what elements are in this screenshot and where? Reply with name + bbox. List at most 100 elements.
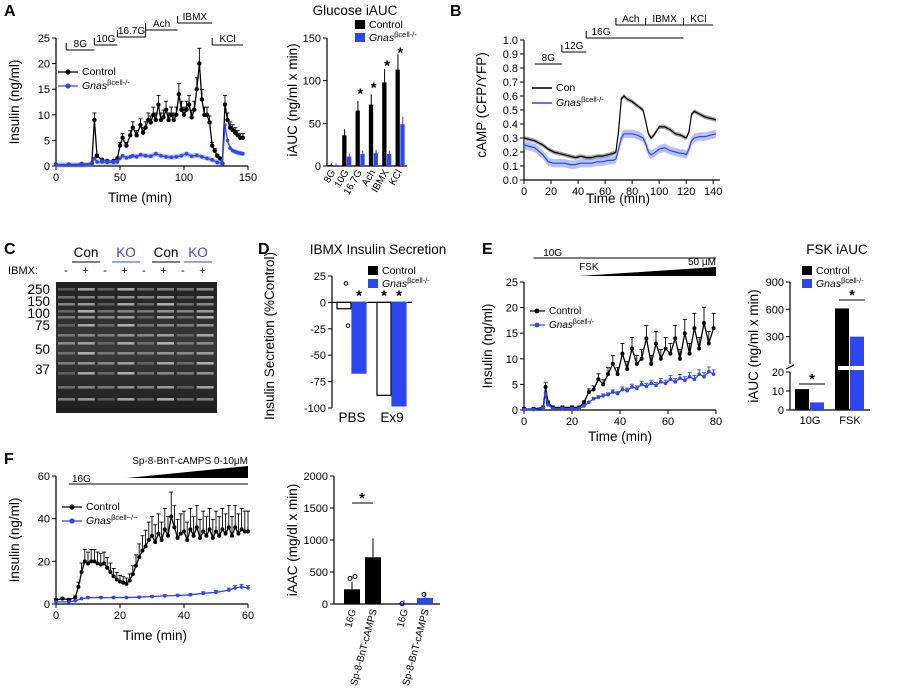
pe-control-point [596,377,601,382]
blot-ibmx-label: IBMX: [8,265,38,277]
pf-control-point [198,535,202,540]
pd-bar-control [336,301,352,310]
pfb-y-tick-label: 1500 [304,503,328,515]
blot-band [157,324,174,327]
pfb-y-tick-label: 500 [310,567,328,579]
blot-band [58,310,75,313]
pb-ann-3-label: Ach [622,14,639,25]
pb-y-tick-label: 0.0 [503,175,518,187]
pa-control-point [207,120,212,125]
pe-ko-point [570,406,574,411]
panel-b-annotations: 8G 12G 16G Ach IBMX KCl [534,14,714,65]
pf-control-point [98,562,103,567]
pfb-cat-label: 16G [343,608,359,629]
panel-e-bar-ylabel: iAUC (ng/ml x min) [746,289,761,402]
pf-control-point [239,527,244,532]
pd-bar-ko [391,301,407,407]
blot-band [157,310,174,313]
pa-ko-point [189,154,194,159]
blot-band [196,310,214,313]
pe-ko-point [654,383,658,388]
pb-ko-sem-band [524,129,716,169]
blot-band [97,316,115,319]
pe-ko-point [683,378,687,383]
pb-y-tick-label: 0.4 [503,119,518,131]
pa-ann-1-label: 10G [96,34,115,45]
pf-ko-point [111,595,116,600]
pe-control-point [620,351,625,356]
blot-band [176,324,194,327]
legend-e-bar-ko-swatch [802,279,812,288]
panel-b-axes: 0 20 40 60 80 100 120 140 0.0 0.1 0.2 0.3 0.4 0.5 0.6 0… [503,35,723,198]
pab-y-tick-label: 50 [309,118,321,130]
pf-control-point [121,580,126,585]
pd-y-tick-label: -50 [310,350,326,362]
pab-y-tick-label: 150 [303,33,321,45]
blot-band [176,288,194,291]
pa-control-point [179,107,184,112]
blot-band [77,342,95,345]
blot-band [117,386,135,389]
pe-ko-point [620,387,625,392]
pab-y-tick-label: 0 [315,161,321,173]
blot-band [77,288,95,291]
pf-control-point [217,533,222,538]
pf-control-point [127,578,132,583]
pe-ko-point [625,388,629,393]
blot-group-label: Con [74,245,99,260]
pf-control-point [79,570,84,574]
pab-bar-ko [387,154,392,166]
peb-y-tick-label: 300 [766,332,784,344]
legend-e-bar-ko-label: Gnasβcell-/- [816,276,864,290]
pe-ko-point [582,404,586,408]
pe-control-point [658,356,663,361]
pf-control-point [76,584,81,589]
blot-band [77,398,95,401]
pf-control-point [86,561,90,566]
pa-x-tick-label: 150 [239,172,257,184]
pe-y-tick-label: 15 [506,328,518,340]
peb-significance: * [849,287,855,304]
pab-y-tick-label: 100 [303,76,321,88]
blot-band [176,352,194,355]
pb-con-line [523,95,717,159]
blot-band [176,303,194,306]
pe-control-point [663,346,668,351]
pa-control-point [166,117,171,123]
pa-x-tick-label: 50 [114,172,126,184]
pab-bar-ko [333,165,338,166]
blot-band [137,288,155,291]
pd-y-tick-label: 0 [320,297,326,309]
blot-band [196,386,214,389]
pf-control-point [223,531,228,536]
pf-control-point [191,533,196,538]
blot-band [176,296,194,299]
legend-control-marker [65,69,71,75]
blot-band [196,324,214,327]
pf-control-point [210,535,215,540]
blot-mw-marker: 37 [35,362,50,377]
panel-b-ylabel: cAMP (CFP/YFP) [474,52,489,158]
pd-cat-label: Ex9 [380,410,403,425]
blot-band [157,352,174,355]
pd-significance: * [381,287,387,304]
blot-band [196,362,214,365]
legend-f-control-label: Control [86,501,120,513]
pa-control-point [186,102,192,107]
peb-bar-ko [850,336,864,410]
pe-ko-point [560,406,565,411]
blot-band [117,310,135,313]
pa-ann-2-label: 16.7G [118,26,145,37]
pe-control-point [711,326,716,331]
pb-y-tick-label: 0.6 [503,91,518,103]
pf-control-point [118,579,122,584]
pa-control-point [161,115,166,120]
panel-f-axes: 0 20 40 60 0 20 40 60 [38,471,254,622]
blot-band [117,303,135,306]
pd-y-tick-label: -75 [310,377,326,389]
pa-control-point [120,135,125,141]
blot-band [117,316,135,319]
blot-band [196,334,214,337]
pf-control-point [172,525,177,530]
